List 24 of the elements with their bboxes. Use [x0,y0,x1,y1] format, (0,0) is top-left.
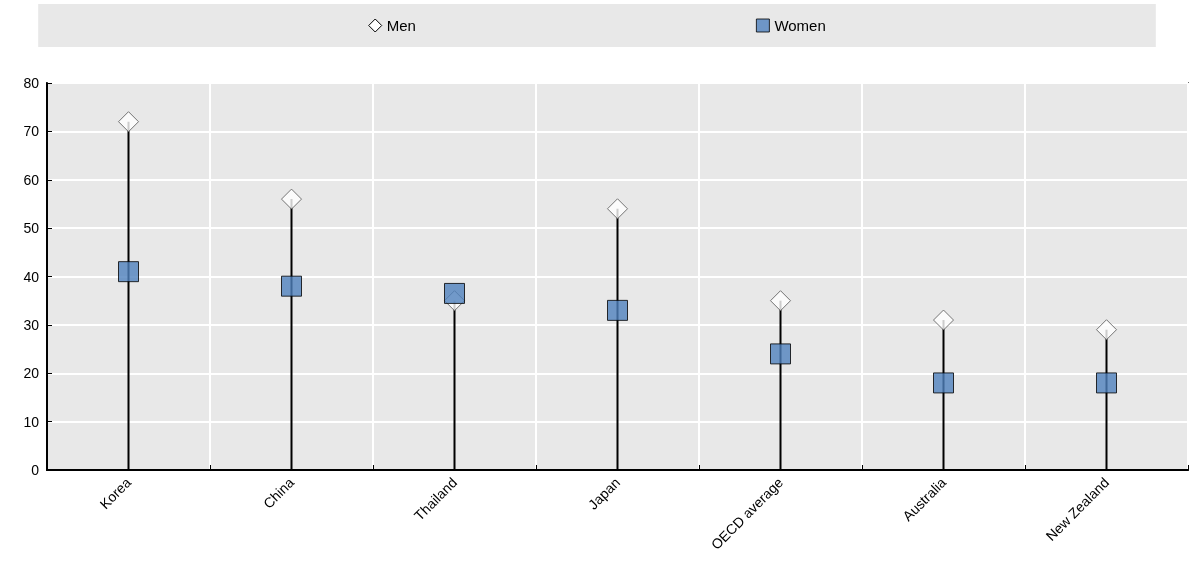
y-tick-label: 30 [23,316,40,333]
point [607,299,628,321]
point [933,309,954,331]
y-tick-label: 70 [23,123,40,140]
point [933,372,954,394]
y-tick-label: 40 [23,268,40,285]
point [1096,319,1117,341]
point [118,111,139,133]
y-tick-label: 60 [23,171,40,188]
y-tick-label: 20 [23,365,40,382]
point [607,198,628,220]
y-tick-label: 10 [23,413,40,430]
y-tick-label: 50 [23,220,40,237]
y-tick-label: 0 [31,462,40,478]
legend-label: Women [774,17,826,34]
point [1096,372,1117,394]
point [770,290,791,312]
y-tick-label: 80 [23,75,40,91]
point [281,188,302,210]
legend-label: Men [386,17,416,34]
point [118,261,139,283]
point [281,275,302,297]
point [444,282,465,304]
point [770,343,791,365]
